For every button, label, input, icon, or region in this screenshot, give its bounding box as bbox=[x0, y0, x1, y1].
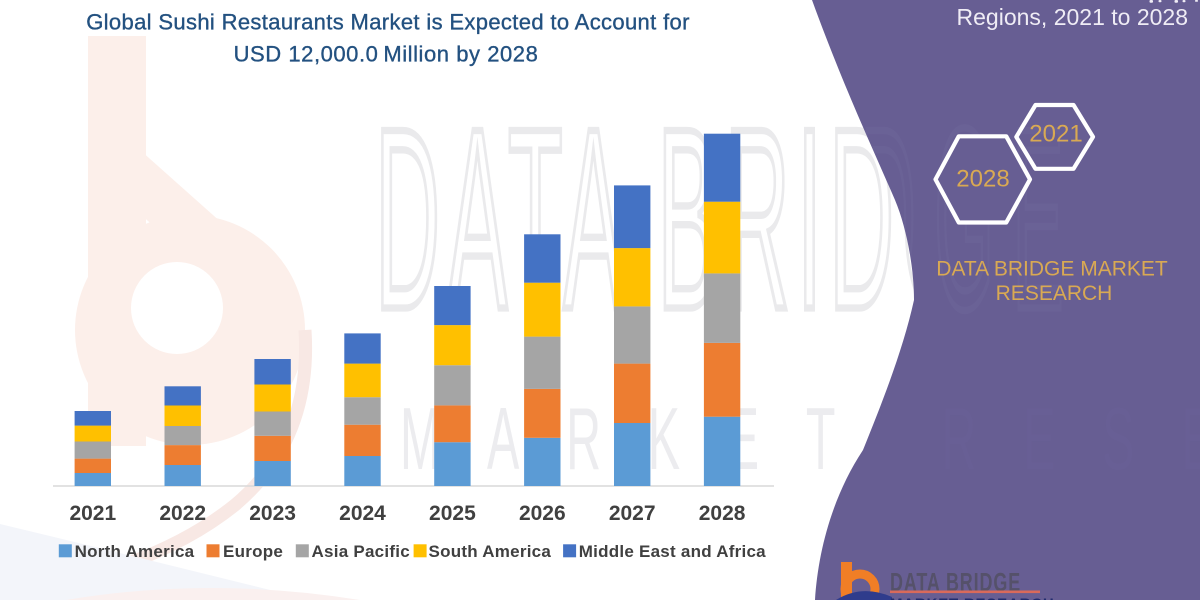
svg-text:MARKET RESEARCH: MARKET RESEARCH bbox=[890, 596, 1055, 600]
svg-text:2027: 2027 bbox=[609, 502, 656, 525]
svg-text:North America: North America bbox=[75, 542, 195, 561]
svg-text:Global Sushi Restaurants Marke: Global Sushi Restaurants Market is Expec… bbox=[86, 10, 690, 35]
svg-text:DATA BRIDGE MARKET: DATA BRIDGE MARKET bbox=[936, 258, 1168, 281]
svg-text:2028: 2028 bbox=[699, 502, 746, 525]
svg-text:South America: South America bbox=[429, 542, 552, 561]
svg-text:2021: 2021 bbox=[1029, 121, 1082, 148]
svg-text:2021: 2021 bbox=[69, 502, 116, 525]
svg-text:Regions, 2021 to 2028: Regions, 2021 to 2028 bbox=[957, 4, 1188, 30]
svg-text:Asia Pacific: Asia Pacific bbox=[312, 542, 410, 561]
svg-text:2025: 2025 bbox=[429, 502, 476, 525]
svg-text:Europe: Europe bbox=[223, 542, 283, 561]
svg-text:RESEARCH: RESEARCH bbox=[996, 282, 1113, 305]
svg-text:2022: 2022 bbox=[159, 502, 206, 525]
svg-text:2026: 2026 bbox=[519, 502, 566, 525]
svg-text:USD 12,000.0 Million by 2028: USD 12,000.0 Million by 2028 bbox=[234, 42, 539, 67]
svg-text:2028: 2028 bbox=[956, 166, 1009, 193]
svg-text:Middle East and Africa: Middle East and Africa bbox=[579, 542, 766, 561]
svg-text:2023: 2023 bbox=[249, 502, 296, 525]
svg-text:2024: 2024 bbox=[339, 502, 386, 525]
